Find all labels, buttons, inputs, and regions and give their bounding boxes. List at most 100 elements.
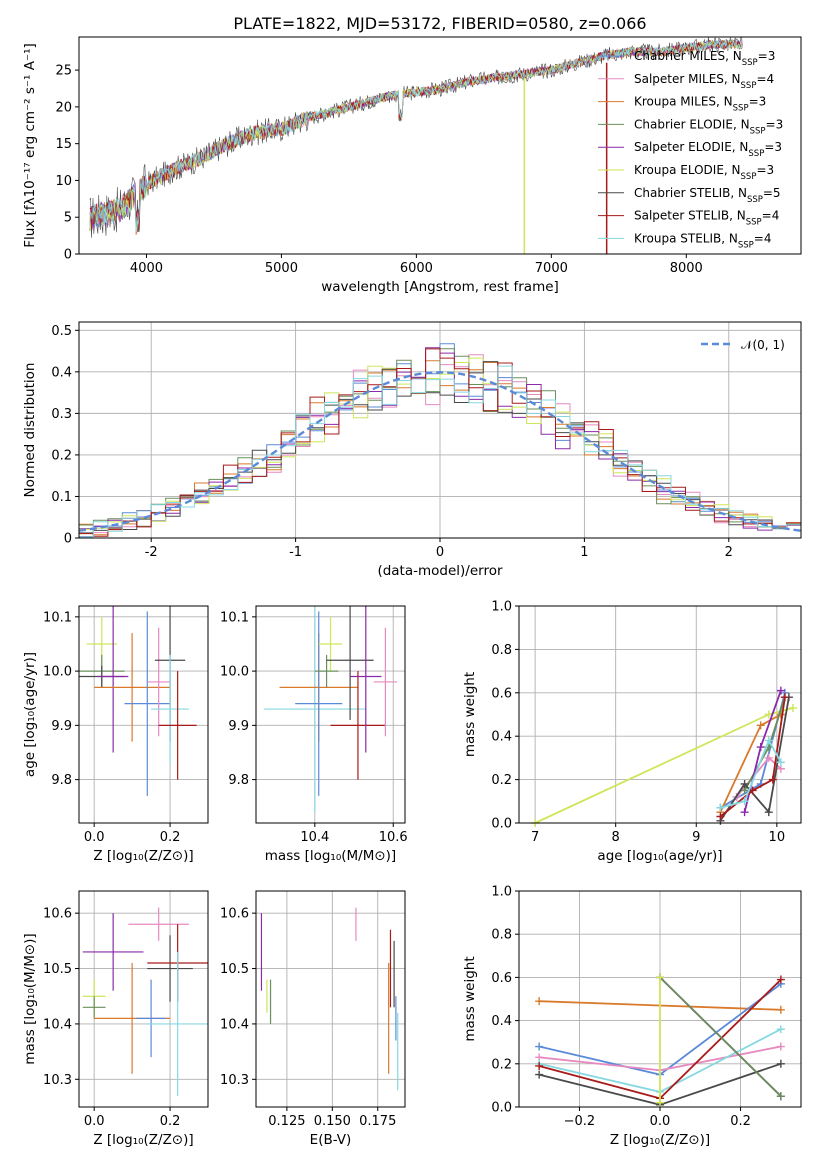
error-bars [82, 907, 208, 1096]
y-tick-label: 0 [64, 532, 72, 547]
y-tick-label: 0.0 [491, 817, 512, 832]
error-bars [263, 606, 398, 813]
mass-weight-marker [716, 803, 725, 812]
y-tick-label: 10.0 [43, 665, 72, 680]
legend-subscript: SSP [738, 240, 754, 250]
mass-weight-marker [776, 1042, 785, 1051]
spectrum-line [89, 39, 743, 232]
mass-weight-marker [776, 1005, 785, 1014]
y-tick-label: 10.3 [220, 1073, 249, 1088]
x-tick-label: 0.0 [84, 1114, 105, 1129]
x-tick-label: 4000 [130, 261, 163, 276]
mass-weight-marker [535, 1042, 544, 1051]
y-tick-label: 0.2 [491, 1057, 512, 1072]
residuals-panel: -2 -1 0 1 2 0 0.1 0.2 0.3 0.4 0.5 (data-model)/erro… [22, 321, 802, 579]
spectrum-legend: Chabrier MILES, NSSP=3 Salpeter MILES, NS… [598, 49, 783, 250]
y-tick-label: 10.4 [220, 1017, 249, 1032]
legend-entry: 𝒩(0, 1) [741, 338, 785, 352]
y-tick-label: 1.0 [491, 600, 512, 615]
x-tick-label: 9 [692, 830, 700, 845]
x-tick-label: 0.2 [160, 1114, 181, 1129]
mass-weight-marker [764, 736, 773, 745]
plot-frame [518, 890, 802, 1108]
x-axis-label: Z [log₁₀(Z/Z⊙)] [93, 848, 193, 864]
spectrum-line [89, 38, 743, 235]
mass-vs-EBV-panel: 0.125 0.150 0.175 10.3 10.4 10.5 10.6 E(B-V) [220, 890, 406, 1148]
residual-histograms [79, 343, 801, 538]
mass-weight-marker [535, 1061, 544, 1070]
mass-weight-marker [756, 743, 765, 752]
histogram-step [79, 361, 801, 534]
mass-weight-marker [656, 973, 664, 982]
spectrum-line [89, 39, 743, 235]
spectrum-panel: 4000 5000 6000 7000 8000 0 5 10 15 20 25 wavelength… [22, 36, 802, 295]
mass-weight-marker [776, 758, 785, 767]
legend-subscript: SSP [750, 126, 766, 136]
y-tick-label: 1.0 [491, 885, 512, 900]
age-vs-mass-panel: 10.4 10.6 9.8 9.9 10.0 10.1 mass [log₁₀(M/M⊙)] [220, 605, 408, 864]
x-tick-label: 10 [769, 830, 786, 845]
mass-weight-marker [535, 1070, 544, 1079]
mass-weight-marker [740, 808, 749, 817]
legend-subscript: SSP [747, 195, 763, 205]
x-tick-label: 0 [436, 545, 444, 560]
spectrum-line [89, 39, 743, 231]
mass-weight-lines [535, 973, 785, 1109]
x-tick-label: 7 [531, 830, 539, 845]
y-tick-label: 10.6 [220, 907, 249, 922]
y-tick-label: 0.4 [491, 730, 512, 745]
legend-subscript: SSP [741, 81, 757, 91]
y-tick-label: 9.8 [228, 773, 249, 788]
y-tick-label: 0.2 [51, 448, 72, 463]
legend-subscript: SSP [742, 58, 758, 68]
mass-weight-marker [535, 997, 544, 1006]
y-tick-label: 10.4 [43, 1017, 72, 1032]
y-axis-label: age [log₁₀(age/yr)] [22, 652, 38, 777]
legend-entry: Kroupa ELODIE, NSSP=3 [634, 163, 774, 182]
y-tick-label: 0.6 [491, 971, 512, 986]
x-tick-label: 0.175 [359, 1114, 396, 1129]
mass-weight-marker [788, 703, 797, 712]
mass-weight-line [534, 707, 794, 824]
spectrum-line [89, 37, 743, 238]
age-vs-Z-panel: 0.0 0.2 9.8 9.9 10.0 10.1 Z [log₁₀(Z/Z⊙)] age [… [22, 605, 209, 864]
gaussian-curve [79, 371, 801, 532]
y-tick-label: 10.0 [220, 665, 249, 680]
x-tick-label: 7000 [535, 261, 568, 276]
legend-entry: Kroupa MILES, NSSP=3 [634, 95, 766, 114]
y-axis-label: Flux [fλ10⁻¹⁷ erg cm⁻² s⁻¹ A⁻¹] [22, 43, 38, 248]
mass-weight-marker [776, 1059, 785, 1068]
legend-entry: Chabrier MILES, NSSP=3 [634, 49, 775, 68]
mass-weight-marker [776, 975, 785, 984]
mass-weight-line [719, 696, 790, 822]
mass-weight-marker [764, 753, 773, 762]
mass-weight-lines [531, 686, 797, 827]
y-tick-label: 10.1 [220, 610, 249, 625]
legend-subscript: SSP [741, 172, 757, 182]
y-tick-label: 25 [55, 64, 72, 79]
y-tick-label: 0.8 [491, 643, 512, 658]
y-axis-label: mass [log₁₀(M/M⊙)] [22, 933, 38, 1064]
x-tick-label: 0.150 [314, 1114, 351, 1129]
spectrum-line [89, 39, 743, 232]
x-tick-label: 6000 [400, 261, 433, 276]
x-axis-label: E(B-V) [310, 1132, 352, 1148]
histogram-step [79, 357, 801, 530]
x-axis-label: Z [log₁₀(Z/Z⊙)] [93, 1132, 193, 1148]
x-tick-label: -2 [145, 545, 158, 560]
y-tick-label: 0.4 [51, 365, 72, 380]
x-axis-label: wavelength [Angstrom, rest frame] [321, 279, 559, 295]
x-tick-label: 0.0 [84, 830, 105, 845]
y-tick-label: 0.4 [491, 1014, 512, 1029]
y-axis-label: Normed distribution [22, 363, 38, 498]
plot-frame [255, 890, 406, 1108]
mass-weight-marker [768, 775, 777, 784]
x-tick-label: 0.2 [730, 1114, 751, 1129]
y-tick-label: 9.9 [51, 719, 72, 734]
y-tick-label: 10.6 [43, 907, 72, 922]
y-tick-label: 0.3 [51, 407, 72, 422]
spectrum-line [89, 39, 743, 232]
y-tick-label: 0.0 [491, 1101, 512, 1116]
plot-frame [255, 605, 406, 824]
mass-weight-marker [764, 808, 773, 817]
